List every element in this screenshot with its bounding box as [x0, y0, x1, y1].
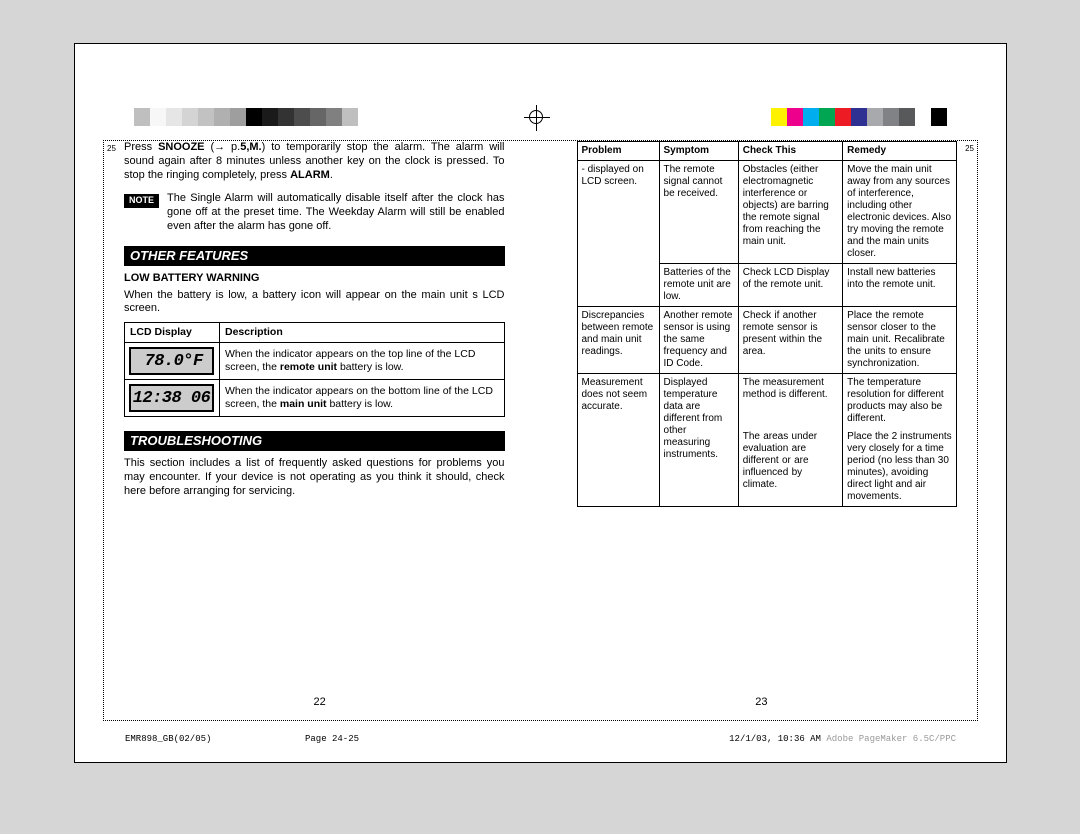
section-troubleshooting: TROUBLESHOOTING	[124, 431, 505, 451]
footer-page: Page 24-25	[305, 734, 359, 744]
lcd-header-display: LCD Display	[125, 323, 220, 343]
note-text: The Single Alarm will automatically disa…	[167, 192, 504, 233]
grayscale-bar	[134, 108, 358, 126]
table-row: Measurement does not seem accurate. Disp…	[577, 374, 957, 429]
registration-mark	[529, 110, 543, 124]
lcd-display-remote: 78.0°F	[129, 347, 214, 375]
low-battery-text: When the battery is low, a battery icon …	[124, 289, 505, 317]
th-symptom: Symptom	[659, 142, 738, 161]
lcd-header-description: Description	[220, 323, 505, 343]
lcd-row: 12:38 06 When the indicator appears on t…	[125, 380, 505, 417]
footer-bar: EMR898_GB(02/05) Page 24-25 12/1/03, 10:…	[125, 734, 956, 744]
lcd-desc-main: When the indicator appears on the bottom…	[220, 380, 505, 417]
low-battery-heading: LOW BATTERY WARNING	[124, 272, 505, 286]
th-problem: Problem	[577, 142, 659, 161]
th-remedy: Remedy	[843, 142, 957, 161]
page-number-22: 22	[314, 696, 326, 710]
note-block: NOTE The Single Alarm will automatically…	[124, 192, 505, 233]
table-row: - displayed on LCD screen. The remote si…	[577, 161, 957, 264]
lcd-display-main: 12:38 06	[129, 384, 214, 412]
table-row: Discrepancies between remote and main un…	[577, 307, 957, 374]
lcd-row: 78.0°F When the indicator appears on the…	[125, 343, 505, 380]
page-number-23: 23	[755, 696, 767, 710]
snooze-instructions: Press SNOOZE (→ p.5,M.) to temporarily s…	[124, 141, 505, 182]
content-frame: Press SNOOZE (→ p.5,M.) to temporarily s…	[103, 140, 978, 721]
th-check: Check This	[738, 142, 842, 161]
print-frame: 25 25 Press SNOOZE (→ p.5,M.) to tempora…	[74, 43, 1007, 763]
troubleshooting-table: Problem Symptom Check This Remedy - disp…	[577, 141, 958, 507]
lcd-table: LCD Display Description 78.0°F When the …	[124, 322, 505, 417]
page-23: Problem Symptom Check This Remedy - disp…	[541, 141, 978, 720]
footer-meta: 12/1/03, 10:36 AM Adobe PageMaker 6.5C/P…	[729, 734, 956, 744]
lcd-desc-remote: When the indicator appears on the top li…	[220, 343, 505, 380]
section-other-features: OTHER FEATURES	[124, 246, 505, 266]
table-header-row: Problem Symptom Check This Remedy	[577, 142, 957, 161]
note-label: NOTE	[124, 194, 159, 207]
footer-filename: EMR898_GB(02/05)	[125, 734, 211, 744]
page-22: Press SNOOZE (→ p.5,M.) to temporarily s…	[104, 141, 541, 720]
color-bar	[771, 108, 947, 126]
troubleshooting-intro: This section includes a list of frequent…	[124, 457, 505, 498]
